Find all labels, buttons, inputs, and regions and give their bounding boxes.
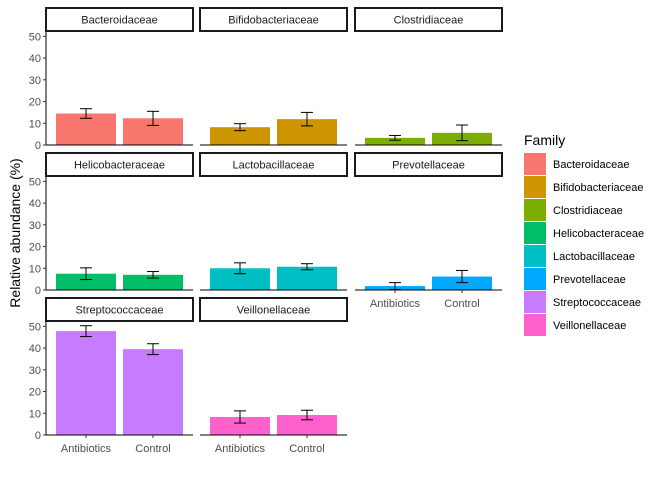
strip-bacteroidaceae <box>45 7 194 32</box>
legend-key-prevotellaceae <box>524 268 546 290</box>
y-tick-label: 30 <box>29 365 41 377</box>
y-tick-label: 40 <box>29 343 41 355</box>
legend-key-lactobacillaceae <box>524 245 546 267</box>
legend-label-prevotellaceae: Prevotellaceae <box>553 274 626 286</box>
y-tick-label: 0 <box>35 285 41 297</box>
legend-label-bacteroidaceae: Bacteroidaceae <box>553 159 629 171</box>
bar-lactobacillaceae-control <box>277 266 337 290</box>
x-tick-label-antibiotics: Antibiotics <box>215 443 266 455</box>
bar-streptococcaceae-control <box>123 349 183 435</box>
legend-label-veillonellaceae: Veillonellaceae <box>553 320 626 332</box>
bar-clostridiaceae-antibiotics <box>365 137 425 145</box>
bar-prevotellaceae-control <box>432 276 492 290</box>
y-tick-label: 20 <box>29 242 41 254</box>
strip-streptococcaceae <box>45 297 194 322</box>
strip-label-lactobacillaceae: Lactobacillaceae <box>233 160 315 172</box>
y-tick-label: 0 <box>35 430 41 442</box>
legend-key-clostridiaceae <box>524 199 546 221</box>
legend-key-streptococcaceae <box>524 291 546 313</box>
legend-title: Family <box>524 132 565 148</box>
legend-label-clostridiaceae: Clostridiaceae <box>553 205 623 217</box>
strip-clostridiaceae <box>354 7 503 32</box>
strip-lactobacillaceae <box>199 152 348 177</box>
bar-streptococcaceae-antibiotics <box>56 331 116 435</box>
x-tick-label-control: Control <box>135 443 170 455</box>
x-tick-label-antibiotics: Antibiotics <box>61 443 112 455</box>
bar-bifidobacteriaceae-antibiotics <box>210 127 270 145</box>
y-tick-label: 0 <box>35 140 41 152</box>
strip-label-prevotellaceae: Prevotellaceae <box>392 160 465 172</box>
legend-label-streptococcaceae: Streptococcaceae <box>553 297 641 309</box>
y-tick-label: 10 <box>29 263 41 275</box>
x-tick-label-antibiotics: Antibiotics <box>370 298 421 310</box>
bar-lactobacillaceae-antibiotics <box>210 268 270 290</box>
y-axis-label: Relative abundance (%) <box>7 158 23 307</box>
y-tick-label: 50 <box>29 31 41 43</box>
legend: Family Bacteroidaceae Bifidobacteriaceae C… <box>524 132 644 336</box>
strip-label-streptococcaceae: Streptococcaceae <box>75 305 163 317</box>
strip-veillonellaceae <box>199 297 348 322</box>
strip-label-bifidobacteriaceae: Bifidobacteriaceae <box>228 15 319 27</box>
y-tick-label: 20 <box>29 97 41 109</box>
x-tick-label-control: Control <box>289 443 324 455</box>
legend-key-bacteroidaceae <box>524 153 546 175</box>
strip-prevotellaceae <box>354 152 503 177</box>
y-tick-label: 30 <box>29 75 41 87</box>
y-tick-label: 20 <box>29 387 41 399</box>
bar-helicobacteraceae-control <box>123 274 183 290</box>
y-tick-label: 10 <box>29 118 41 130</box>
y-tick-label: 50 <box>29 321 41 333</box>
legend-label-helicobacteraceae: Helicobacteraceae <box>553 228 644 240</box>
y-tick-label: 30 <box>29 220 41 232</box>
strip-label-bacteroidaceae: Bacteroidaceae <box>81 15 157 27</box>
strip-bifidobacteriaceae <box>199 7 348 32</box>
legend-label-lactobacillaceae: Lactobacillaceae <box>553 251 635 263</box>
strip-helicobacteraceae <box>45 152 194 177</box>
strip-label-clostridiaceae: Clostridiaceae <box>394 15 464 27</box>
legend-key-veillonellaceae <box>524 314 546 336</box>
y-tick-label: 40 <box>29 53 41 65</box>
legend-key-bifidobacteriaceae <box>524 176 546 198</box>
strip-label-helicobacteraceae: Helicobacteraceae <box>74 160 165 172</box>
bar-veillonellaceae-antibiotics <box>210 416 270 435</box>
legend-label-bifidobacteriaceae: Bifidobacteriaceae <box>553 182 644 194</box>
y-tick-label: 40 <box>29 198 41 210</box>
strip-label-veillonellaceae: Veillonellaceae <box>237 305 310 317</box>
y-tick-label: 50 <box>29 176 41 188</box>
legend-key-helicobacteraceae <box>524 222 546 244</box>
x-tick-label-control: Control <box>444 298 479 310</box>
bar-helicobacteraceae-antibiotics <box>56 273 116 290</box>
bar-veillonellaceae-control <box>277 415 337 435</box>
y-tick-label: 10 <box>29 408 41 420</box>
facet-panels: Bacteroidaceae 0 10 20 30 40 50 Bifidobacteriac… <box>29 7 503 455</box>
